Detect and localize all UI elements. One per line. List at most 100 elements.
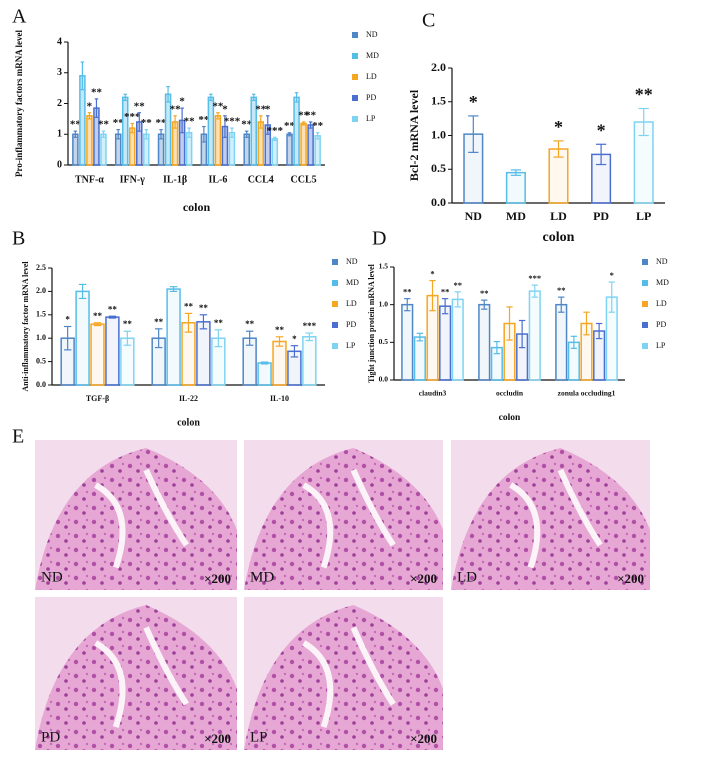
y-tick-label: 1.0: [379, 299, 389, 308]
significance-label: ***: [267, 125, 284, 137]
error-bar: [260, 361, 269, 365]
significance-label: **: [480, 288, 489, 298]
error-bar: [583, 311, 590, 336]
bar: [121, 96, 129, 166]
x-tick-label: TNF-α: [75, 174, 104, 185]
error-bar: [638, 107, 649, 137]
error-bar: [123, 330, 132, 346]
bar: [72, 133, 79, 166]
error-bar: [301, 121, 306, 126]
significance-label: **: [93, 311, 103, 321]
error-bar: [510, 169, 522, 176]
significance-label: **: [284, 120, 296, 132]
panel-letter: B: [12, 228, 25, 250]
significance-label: **: [108, 304, 118, 314]
significance-label: **: [134, 100, 146, 112]
error-bar: [154, 328, 163, 349]
y-tick-label: 2.5: [36, 263, 46, 272]
x-axis-label: colon: [499, 413, 521, 423]
y-tick-label: 4: [57, 36, 62, 47]
chart-panel: C 0.0 0.5 1.0 1.5 2.0 Bcl-2 mRNA level colon ND *…: [407, 10, 665, 245]
significance-label: **: [156, 117, 168, 129]
error-bar: [230, 127, 234, 138]
y-tick-label: 0.5: [36, 356, 46, 365]
error-bar: [251, 93, 256, 102]
bar: [128, 127, 136, 166]
error-bar: [273, 136, 277, 141]
bar: [300, 122, 307, 166]
significance-label: *: [610, 270, 614, 280]
error-bar: [429, 279, 436, 312]
legend-label: ND: [346, 257, 358, 266]
x-tick-label: CCL5: [291, 174, 317, 185]
bar: [272, 340, 287, 386]
legend-label: MD: [656, 278, 669, 287]
bar: [302, 336, 317, 386]
bar: [451, 298, 464, 381]
tissue: [244, 605, 443, 750]
error-bar: [493, 340, 501, 355]
error-bar: [101, 130, 106, 138]
error-bar: [78, 283, 87, 300]
y-tick-label: 1.5: [431, 94, 446, 108]
y-axis-label: Bcl-2 mRNA level: [407, 89, 421, 181]
lumen: [94, 468, 189, 569]
error-bar: [531, 284, 538, 298]
x-tick-label: IL-6: [208, 174, 227, 185]
x-tick-label: MD: [506, 209, 526, 223]
error-bar: [258, 115, 263, 129]
y-tick-label: 0.0: [431, 195, 446, 209]
histology-image: PD ×200: [35, 597, 237, 750]
bar: [100, 133, 107, 166]
legend-label: LP: [346, 341, 356, 350]
significance-label: **: [255, 103, 267, 115]
x-tick-label: IL-22: [179, 394, 198, 403]
error-bar: [558, 296, 565, 313]
error-bar: [266, 115, 270, 135]
significance-label: *: [265, 103, 271, 115]
significance-label: **: [199, 303, 209, 313]
legend-marker: [352, 53, 358, 59]
bar: [214, 115, 222, 166]
image-group-label: LD: [457, 569, 477, 585]
panel-letter: A: [12, 6, 27, 28]
bar: [75, 290, 90, 386]
significance-label: **: [214, 318, 224, 328]
error-bar: [173, 115, 177, 129]
lumen: [302, 468, 396, 569]
error-bar: [506, 306, 513, 341]
significance-label: *: [87, 100, 93, 112]
tissue: [35, 605, 237, 750]
bar: [86, 115, 93, 166]
significance-label: ***: [124, 111, 141, 123]
significance-label: *: [222, 103, 228, 115]
histology-image: LP ×200: [244, 597, 443, 750]
chart-panel: B 0.0 0.5 1.0 1.5 2.0 2.5 Anti-inflammatory fac…: [12, 228, 359, 429]
error-bar: [94, 98, 99, 118]
bar: [314, 135, 321, 166]
error-bar: [294, 92, 299, 103]
error-bar: [87, 112, 92, 120]
legend-marker: [642, 343, 648, 349]
x-tick-label: LD: [550, 209, 567, 223]
legend-label: LP: [656, 341, 666, 350]
error-bar: [244, 130, 249, 138]
error-bar: [116, 129, 120, 140]
error-bar: [93, 322, 102, 327]
error-bar: [199, 314, 208, 330]
image-magnification: ×200: [410, 731, 437, 746]
significance-label: ***: [303, 321, 317, 331]
significance-label: **: [212, 100, 224, 112]
legend-marker: [642, 259, 648, 265]
significance-label: **: [170, 103, 182, 115]
x-axis-label: colon: [183, 200, 211, 214]
significance-label: **: [154, 317, 164, 327]
bar: [528, 290, 541, 381]
significance-label: **: [91, 86, 103, 98]
legend-label: LD: [366, 72, 377, 81]
bar: [286, 133, 293, 166]
tissue: [451, 448, 650, 590]
significance-label: **: [113, 117, 125, 129]
x-tick-label: zonula occluding1: [558, 389, 616, 398]
error-bar: [108, 315, 117, 319]
